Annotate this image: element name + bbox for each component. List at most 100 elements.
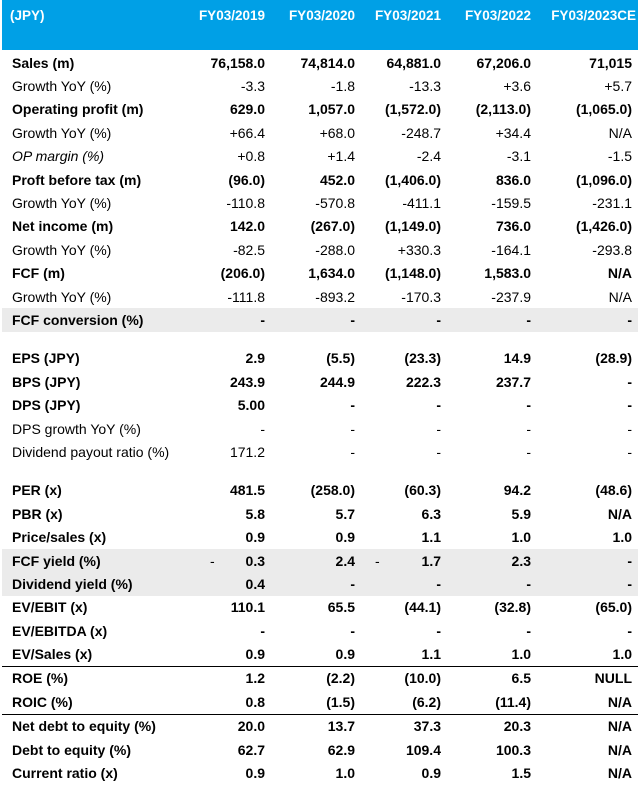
row-value: -288.0 — [315, 241, 355, 258]
row-label: Dividend yield (%) — [12, 575, 133, 592]
table-row: Growth YoY (%) -111.8 -893.2 -170.3 -237.9 N/… — [2, 285, 638, 308]
row-value: 0.3 — [245, 552, 265, 569]
row-value: 2.3 — [511, 552, 531, 569]
row-label: Price/sales (x) — [12, 529, 107, 546]
row-value: 244.9 — [319, 373, 355, 390]
year-header: FY03/2019 — [198, 8, 265, 23]
row-value: 1.0 — [335, 765, 355, 782]
row-value: -411.1 — [402, 195, 441, 212]
row-value: 62.7 — [237, 741, 265, 758]
row-label: PBR (x) — [12, 505, 63, 522]
row-value: -111.8 — [227, 288, 265, 305]
row-value: (1,148.0) — [384, 265, 441, 282]
row-value: - — [526, 311, 531, 328]
row-value: - — [260, 622, 265, 639]
row-value: - — [436, 443, 441, 460]
row-label: Current ratio (x) — [12, 765, 118, 782]
row-value: 71,015 — [589, 54, 632, 71]
row-label: Growth YoY (%) — [12, 78, 112, 95]
table-row: EV/Sales (x) 0.9 0.9 1.1 1.0 1.0 — [2, 642, 638, 667]
row-value: - — [436, 311, 441, 328]
row-label: Growth YoY (%) — [12, 241, 112, 258]
table-row: Growth YoY (%) -3.3 -1.8 -13.3 +3.6 +5.7 — [2, 74, 638, 97]
row-value: 0.9 — [245, 765, 265, 782]
row-label: Net income (m) — [12, 218, 114, 235]
table-row: Growth YoY (%) +66.4 +68.0 -248.7 +34.4 N/A — [2, 121, 638, 144]
row-value: - — [350, 420, 355, 437]
table-row: Current ratio (x) 0.9 1.0 0.9 1.5 N/A — [2, 761, 638, 784]
row-label: Net debt to equity (%) — [12, 718, 156, 735]
row-value: -1.5 — [607, 148, 632, 165]
table-row: EV/EBITDA (x) - - - - - — [2, 619, 638, 642]
row-label: EPS (JPY) — [12, 350, 80, 367]
row-value: - — [526, 622, 531, 639]
year-header: FY03/2021 — [374, 8, 441, 23]
row-value: -893.2 — [315, 288, 355, 305]
row-value: 0.4 — [245, 575, 265, 592]
row-value: -293.8 — [592, 241, 632, 258]
row-value: - — [627, 311, 632, 328]
row-value: - — [350, 311, 355, 328]
row-value: (1,096.0) — [575, 171, 632, 188]
row-value: - — [350, 397, 355, 414]
row-value: 1.7 — [421, 552, 441, 569]
row-value: 1.0 — [511, 529, 531, 546]
row-value: 0.9 — [245, 646, 265, 663]
row-value: 1.0 — [612, 529, 632, 546]
row-value: NULL — [594, 670, 632, 687]
row-value: 0.9 — [335, 529, 355, 546]
row-value: -170.3 — [401, 288, 441, 305]
row-value: 5.9 — [511, 505, 531, 522]
row-value: -3.1 — [506, 148, 531, 165]
row-value: 2.9 — [245, 350, 265, 367]
row-value: - — [526, 575, 531, 592]
row-value: (2.2) — [326, 670, 355, 687]
row-value: 74,814.0 — [300, 54, 356, 71]
row-value: -159.5 — [491, 195, 531, 212]
row-value: 222.3 — [405, 373, 441, 390]
row-value: 20.3 — [503, 718, 531, 735]
row-value: 171.2 — [229, 443, 265, 460]
row-value: - — [436, 420, 441, 437]
row-value: - — [627, 575, 632, 592]
row-value: - — [436, 397, 441, 414]
row-value: 76,158.0 — [210, 54, 266, 71]
row-value: 452.0 — [319, 171, 355, 188]
row-value: 109.4 — [405, 741, 441, 758]
row-value: 5.7 — [335, 505, 355, 522]
table-row: ROE (%) 1.2 (2.2) (10.0) 6.5 NULL — [2, 667, 638, 690]
row-value: +68.0 — [319, 124, 355, 141]
row-value: 0.9 — [245, 529, 265, 546]
row-value: - — [350, 575, 355, 592]
row-value: - — [350, 443, 355, 460]
row-value: 1.0 — [612, 646, 632, 663]
row-value: - — [526, 397, 531, 414]
table-row: Growth YoY (%) -82.5 -288.0 +330.3 -164.1 -29… — [2, 238, 638, 261]
row-label: Proft before tax (m) — [12, 171, 142, 188]
table-row: DPS (JPY) 5.00 - - - - — [2, 393, 638, 416]
row-value: N/A — [607, 505, 632, 522]
row-value: N/A — [608, 288, 632, 305]
row-value: 142.0 — [229, 218, 265, 235]
row-value: -110.8 — [226, 195, 265, 212]
row-value: (206.0) — [220, 265, 265, 282]
row-value: (32.8) — [494, 599, 531, 616]
row-value: (267.0) — [310, 218, 355, 235]
row-value: N/A — [608, 124, 632, 141]
row-value: (60.3) — [404, 482, 441, 499]
table-row: DPS growth YoY (%) - - - - - — [2, 417, 638, 440]
row-label: FCF (m) — [12, 265, 65, 282]
row-value: 736.0 — [495, 218, 531, 235]
table-row: EPS (JPY) 2.9 (5.5) (23.3) 14.9 (28.9) — [2, 347, 638, 370]
row-value: 110.1 — [230, 599, 265, 616]
row-value: -164.1 — [491, 241, 531, 258]
table-row: Debt to equity (%) 62.7 62.9 109.4 100.3 N/A — [2, 738, 638, 761]
year-header: FY03/2020 — [288, 8, 355, 23]
row-value: (2,113.0) — [475, 101, 531, 118]
row-value: +5.7 — [604, 78, 632, 95]
row-value: -1.8 — [330, 78, 355, 95]
row-label: ROIC (%) — [12, 693, 73, 710]
row-label: OP margin (%) — [12, 148, 105, 165]
table-row: Dividend yield (%) 0.4 - - - - — [2, 572, 638, 596]
